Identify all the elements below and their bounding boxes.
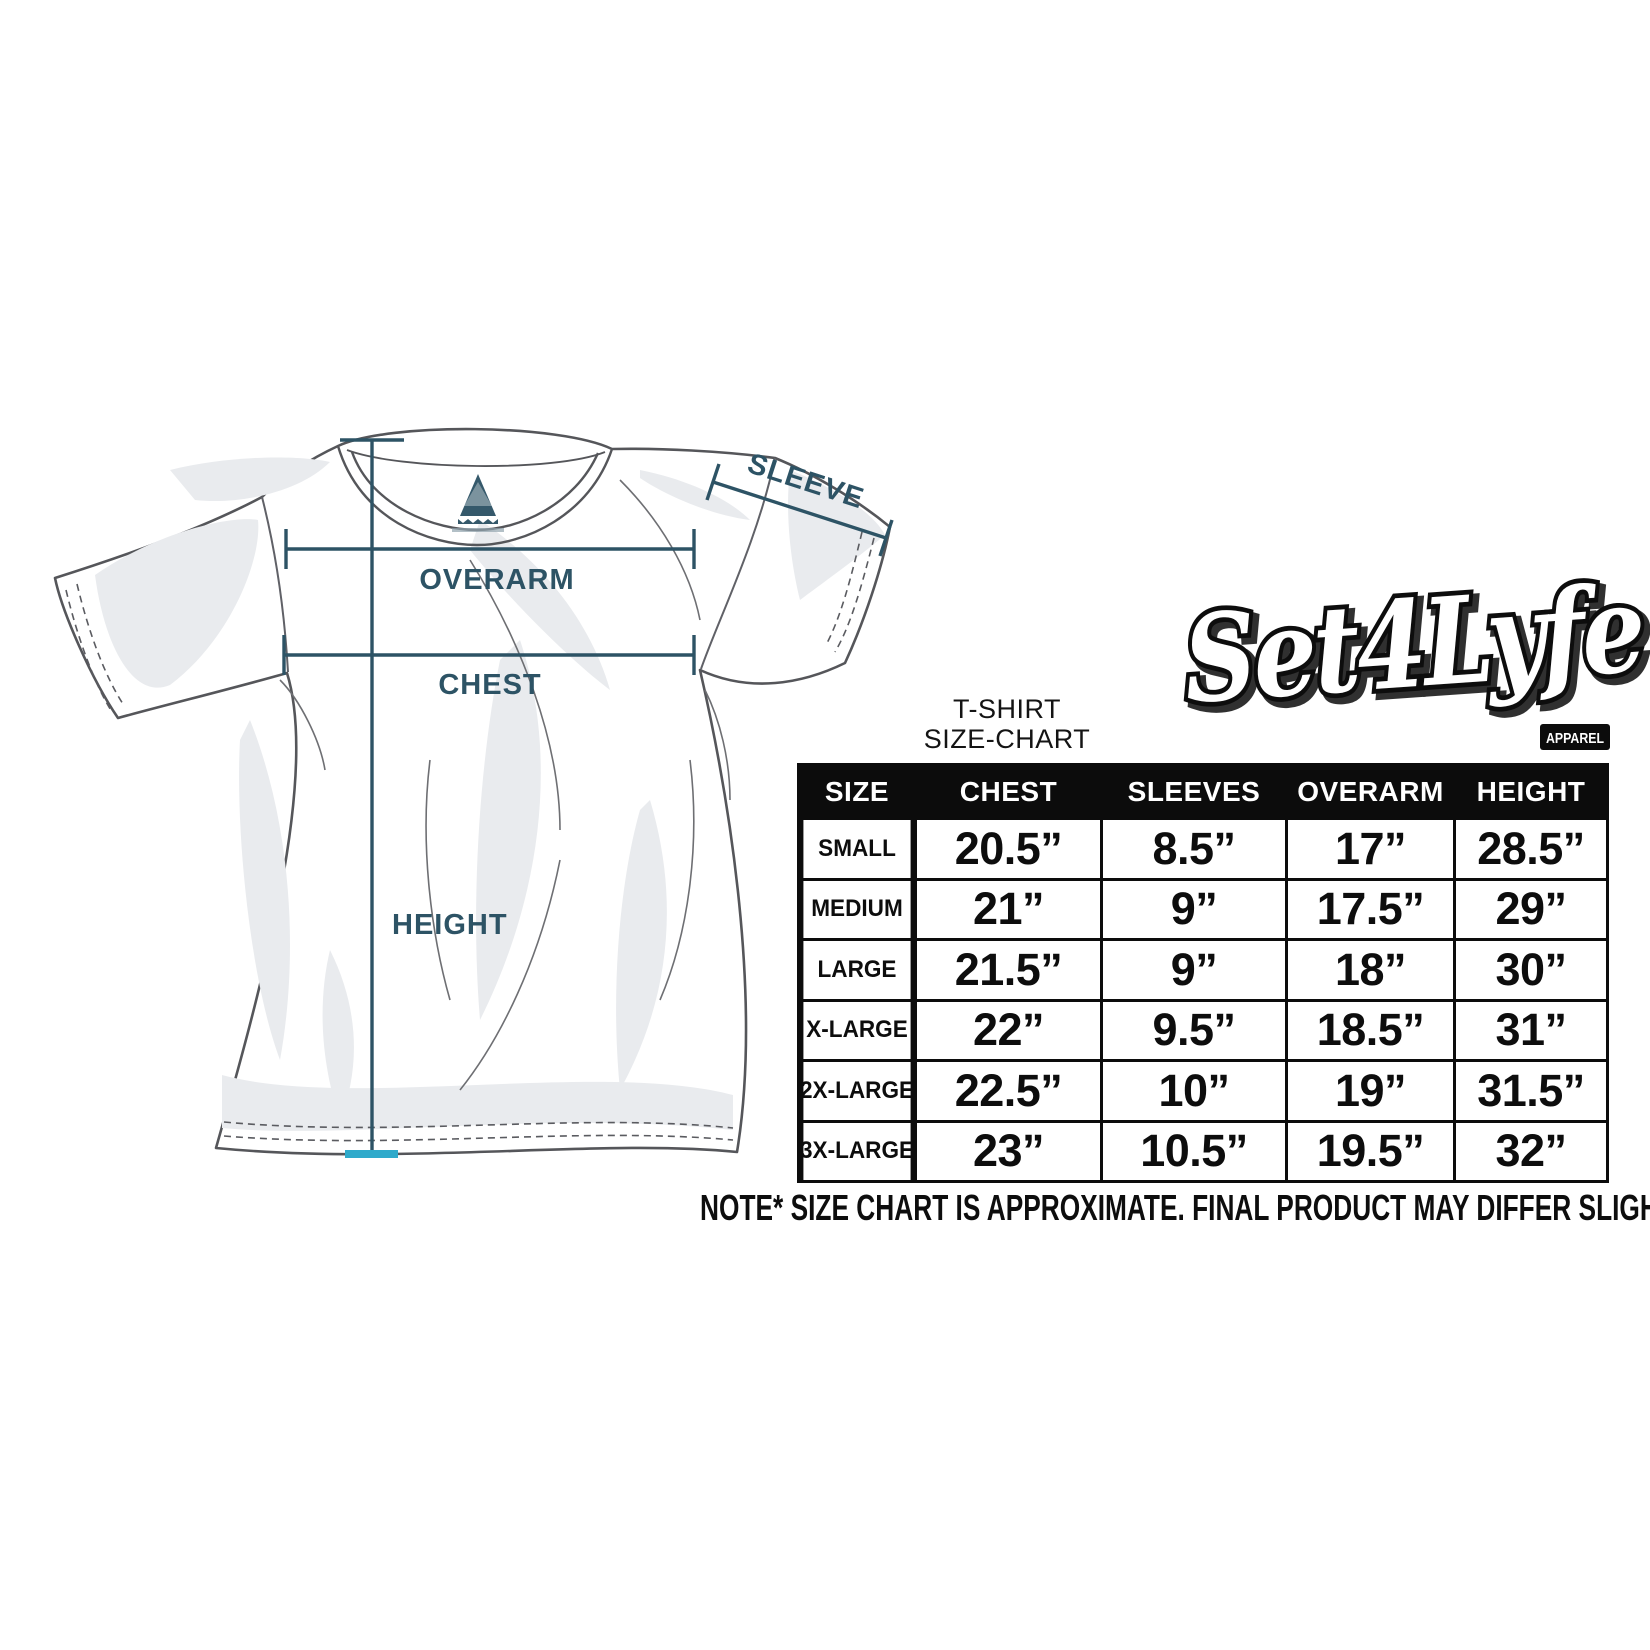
table-cell: 30”: [1456, 941, 1606, 999]
size-chart-note-text: NOTE* SIZE CHART IS APPROXIMATE. FINAL P…: [699, 1187, 1650, 1228]
row-label: SMALL: [803, 820, 911, 878]
chart-title-line2: SIZE-CHART: [923, 724, 1091, 754]
table-cell: 17”: [1288, 820, 1453, 878]
size-table: SIZE CHEST SLEEVES OVERARM HEIGHT SMALL …: [797, 763, 1609, 1183]
overarm-label: OVERARM: [419, 564, 574, 596]
col-header-sleeves: SLEEVES: [1103, 766, 1285, 817]
table-cell: 10”: [1103, 1062, 1285, 1120]
chart-title: T-SHIRT SIZE-CHART: [877, 694, 1137, 754]
col-header-overarm: OVERARM: [1288, 766, 1453, 817]
brand-subtext: APPAREL: [1546, 730, 1604, 747]
table-cell: 31”: [1456, 1001, 1606, 1059]
col-header-height: HEIGHT: [1456, 766, 1606, 817]
table-cell: 23”: [917, 1122, 1100, 1180]
tshirt-fold-lines: [279, 479, 731, 1091]
table-cell: 32”: [1456, 1122, 1606, 1180]
brand-subtext-badge: [1540, 724, 1610, 750]
table-cell: 10.5”: [1103, 1122, 1285, 1180]
sleeve-tick-left: [705, 463, 721, 501]
table-cell: 9.5”: [1103, 1001, 1285, 1059]
row-label: 2X-LARGE: [800, 1062, 914, 1120]
brand-logo-shadow: Set4Lyfe: [1184, 563, 1650, 736]
table-cell: 22.5”: [917, 1062, 1100, 1120]
chest-label: CHEST: [438, 669, 541, 701]
table-cell: 21.5”: [917, 941, 1100, 999]
row-label: X-LARGE: [803, 1001, 911, 1059]
table-cell: 31.5”: [1456, 1062, 1606, 1120]
row-label: 3X-LARGE: [800, 1122, 914, 1180]
table-cell: 19”: [1288, 1062, 1453, 1120]
table-cell: 18”: [1288, 941, 1453, 999]
stitch-lines: [65, 531, 875, 1142]
sleeve-tick-right: [878, 519, 894, 557]
chart-title-line1: T-SHIRT: [952, 694, 1061, 724]
table-cell: 22”: [917, 1001, 1100, 1059]
table-cell: 17.5”: [1288, 880, 1453, 938]
table-cell: 9”: [1103, 941, 1285, 999]
collar-logo-icon: [452, 474, 504, 532]
size-chart-note: NOTE* SIZE CHART IS APPROXIMATE. FINAL P…: [700, 1187, 1650, 1229]
tshirt-illustration: [53, 427, 892, 1156]
table-cell: 18.5”: [1288, 1001, 1453, 1059]
sleeve-line: [712, 480, 887, 540]
height-label: HEIGHT: [392, 909, 508, 941]
col-header-size: SIZE: [800, 766, 914, 817]
table-cell: 19.5”: [1288, 1122, 1453, 1180]
brand-logo: Set4Lyfe Set4Lyfe APPAREL: [1175, 554, 1650, 750]
tshirt-shading: [95, 457, 885, 1131]
table-cell: 8.5”: [1103, 820, 1285, 878]
table-cell: 20.5”: [917, 820, 1100, 878]
col-header-chest: CHEST: [917, 766, 1100, 817]
row-label: MEDIUM: [803, 880, 911, 938]
sleeve-seams: [261, 457, 776, 673]
table-cell: 29”: [1456, 880, 1606, 938]
measurement-annotations: [282, 438, 894, 1158]
table-cell: 21”: [917, 880, 1100, 938]
row-label: LARGE: [803, 941, 911, 999]
table-cell: 9”: [1103, 880, 1285, 938]
table-cell: 28.5”: [1456, 820, 1606, 878]
